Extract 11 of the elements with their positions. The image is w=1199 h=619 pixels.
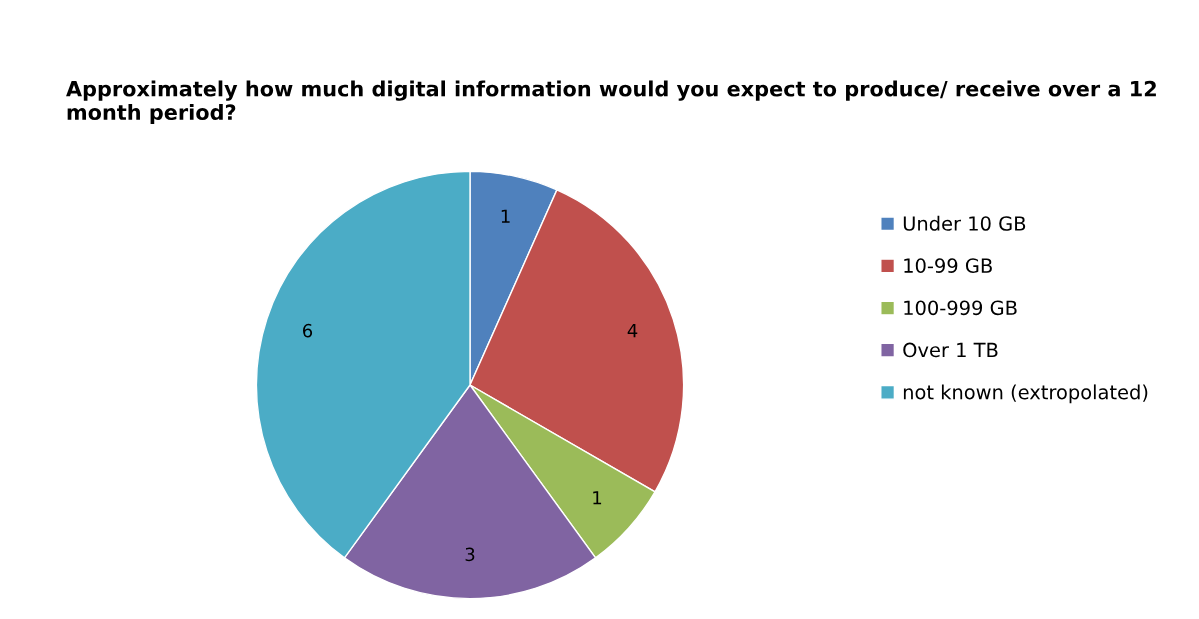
data-label: 3 — [465, 547, 475, 562]
legend-label: Over 1 TB — [903, 342, 998, 358]
legend-label: Under 10 GB — [903, 215, 1026, 231]
data-label: 6 — [303, 323, 313, 338]
data-label: 1 — [501, 209, 510, 223]
legend-label: 100-999 GB — [904, 300, 1017, 316]
legend-label: 10-99 GB — [904, 258, 992, 273]
data-label: 4 — [627, 324, 638, 338]
data-label: 1 — [593, 491, 602, 505]
chart-title: Approximately how much digital information would you expect to produce/ receive over a 12 month period? — [66, 80, 1156, 125]
legend-label: not known (extropolated) — [903, 384, 1148, 404]
